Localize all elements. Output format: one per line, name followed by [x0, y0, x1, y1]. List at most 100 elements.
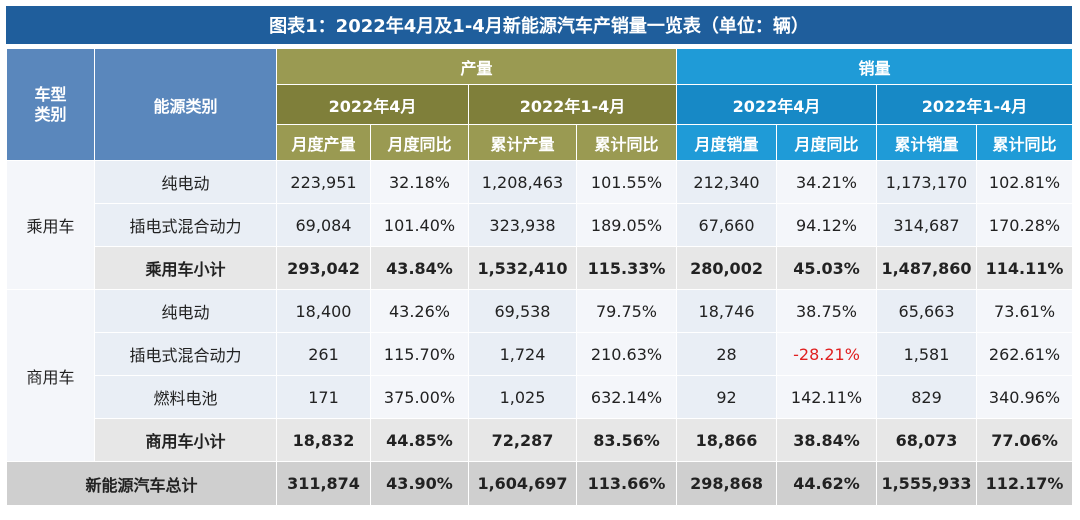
- table-cell: 1,555,933: [876, 461, 978, 506]
- table-cell: 18,832: [276, 418, 371, 462]
- header-vehicle-type: 车型 类别: [6, 48, 95, 161]
- table-row: 插电式混合动力 69,084 101.40% 323,938 189.05% 67,660…: [7, 203, 1074, 247]
- table-cell: 32.18%: [370, 160, 469, 204]
- table-cell: 323,938: [468, 203, 577, 247]
- table-cell: 115.33%: [575, 246, 678, 290]
- table-cell: 28: [676, 332, 778, 376]
- table-cell: 102.81%: [976, 160, 1074, 204]
- header-monthly-production: 月度产量: [276, 124, 371, 161]
- table-cell: 44.62%: [776, 461, 878, 506]
- table-cell: 311,874: [276, 461, 371, 506]
- energy-type-cell: 燃料电池: [94, 375, 277, 419]
- header-cumulative-yoy-sales: 累计同比: [976, 124, 1074, 161]
- vehicle-category: 商用车: [6, 289, 95, 462]
- table-cell: 43.84%: [370, 246, 469, 290]
- header-sales: 销量: [676, 48, 1074, 85]
- table-cell: 1,724: [468, 332, 577, 376]
- table-cell: 72,287: [468, 418, 577, 462]
- energy-type-cell: 纯电动: [94, 160, 277, 204]
- header-sales-apr: 2022年4月: [676, 84, 878, 125]
- table-cell: 94.12%: [776, 203, 878, 247]
- table-cell: 101.40%: [370, 203, 469, 247]
- table-cell: 280,002: [676, 246, 778, 290]
- table-cell: 1,025: [468, 375, 577, 419]
- table-cell: 83.56%: [575, 418, 678, 462]
- table-cell: 298,868: [676, 461, 778, 506]
- header-cumulative-yoy-production: 累计同比: [575, 124, 678, 161]
- subtotal-label: 商用车小计: [94, 418, 277, 462]
- table-cell: 43.26%: [370, 289, 469, 333]
- table-cell: 223,951: [276, 160, 371, 204]
- table-cell: 114.11%: [976, 246, 1074, 290]
- table-cell: 1,173,170: [876, 160, 978, 204]
- total-row: 新能源汽车总计 311,874 43.90% 1,604,697 113.66% 298,…: [6, 461, 1074, 506]
- table-cell: 38.75%: [776, 289, 878, 333]
- header-production-apr: 2022年4月: [276, 84, 469, 125]
- table-row: 燃料电池 171 375.00% 1,025 632.14% 92 142.11% 829 34…: [7, 375, 1074, 419]
- table-cell: 314,687: [876, 203, 978, 247]
- table-cell: 170.28%: [976, 203, 1074, 247]
- table-cell: 92: [676, 375, 778, 419]
- table-cell: 113.66%: [575, 461, 678, 506]
- header-monthly-sales: 月度销量: [676, 124, 778, 161]
- table-cell: 115.70%: [370, 332, 469, 376]
- table-cell: 1,532,410: [468, 246, 577, 290]
- header-monthly-yoy-production: 月度同比: [370, 124, 469, 161]
- table-cell: 1,208,463: [468, 160, 577, 204]
- header-cumulative-sales: 累计销量: [876, 124, 978, 161]
- table-cell: 77.06%: [976, 418, 1074, 462]
- header-cumulative-production: 累计产量: [468, 124, 577, 161]
- table-cell: 69,538: [468, 289, 577, 333]
- table-cell: -28.21%: [776, 332, 878, 376]
- table-cell: 68,073: [876, 418, 978, 462]
- energy-type-cell: 插电式混合动力: [94, 203, 277, 247]
- table-cell: 375.00%: [370, 375, 469, 419]
- table-cell: 34.21%: [776, 160, 878, 204]
- total-label: 新能源汽车总计: [6, 461, 277, 506]
- table-cell: 38.84%: [776, 418, 878, 462]
- energy-type-cell: 插电式混合动力: [94, 332, 277, 376]
- table-cell: 293,042: [276, 246, 371, 290]
- table-row: 乘用车 纯电动 223,951 32.18% 1,208,463 101.55% 212,3…: [6, 160, 1074, 290]
- table-cell: 212,340: [676, 160, 778, 204]
- subtotal-label: 乘用车小计: [94, 246, 277, 290]
- table-cell: 18,746: [676, 289, 778, 333]
- table-cell: 829: [876, 375, 978, 419]
- table-cell: 1,487,860: [876, 246, 978, 290]
- table-cell: 171: [276, 375, 371, 419]
- table-cell: 262.61%: [976, 332, 1074, 376]
- table-cell: 101.55%: [575, 160, 678, 204]
- table-cell: 65,663: [876, 289, 978, 333]
- table-cell: 189.05%: [575, 203, 678, 247]
- table-cell: 73.61%: [976, 289, 1074, 333]
- table-cell: 142.11%: [776, 375, 878, 419]
- table-cell: 261: [276, 332, 371, 376]
- header-production: 产量: [275, 48, 678, 85]
- table-cell: 1,581: [876, 332, 978, 376]
- table-row: 插电式混合动力 261 115.70% 1,724 210.63% 28 -28.21% 1,…: [7, 332, 1074, 376]
- sales-table: 车型 类别 能源类别 产量 销量 2022年4月 2022年1-4月 2022年…: [6, 48, 1074, 506]
- table-cell: 112.17%: [976, 461, 1074, 506]
- table-cell: 18,866: [676, 418, 778, 462]
- table-cell: 18,400: [276, 289, 371, 333]
- vehicle-category: 乘用车: [6, 160, 95, 290]
- table-cell: 79.75%: [575, 289, 678, 333]
- table-cell: 632.14%: [575, 375, 678, 419]
- table-container: 图表1：2022年4月及1-4月新能源汽车产销量一览表（单位：辆） 车型 类别 …: [6, 6, 1074, 506]
- table-body: 乘用车 纯电动 223,951 32.18% 1,208,463 101.55% 212,3…: [6, 160, 1074, 506]
- subtotal-row: 乘用车小计 293,042 43.84% 1,532,410 115.33% 280,00…: [7, 246, 1074, 290]
- header-sales-jan-apr: 2022年1-4月: [876, 84, 1074, 125]
- table-cell: 43.90%: [370, 461, 469, 506]
- subtotal-row: 商用车小计 18,832 44.85% 72,287 83.56% 18,866 38.84…: [7, 418, 1074, 462]
- table-title: 图表1：2022年4月及1-4月新能源汽车产销量一览表（单位：辆）: [6, 6, 1072, 44]
- header-energy-type: 能源类别: [94, 48, 277, 161]
- header-monthly-yoy-sales: 月度同比: [776, 124, 878, 161]
- table-cell: 69,084: [276, 203, 371, 247]
- energy-type-cell: 纯电动: [94, 289, 277, 333]
- table-cell: 340.96%: [976, 375, 1074, 419]
- table-cell: 1,604,697: [468, 461, 577, 506]
- table-cell: 45.03%: [776, 246, 878, 290]
- header-production-jan-apr: 2022年1-4月: [467, 84, 678, 125]
- table-cell: 44.85%: [370, 418, 469, 462]
- table-row: 商用车 纯电动 18,400 43.26% 69,538 79.75% 18,746 38.7…: [6, 289, 1074, 462]
